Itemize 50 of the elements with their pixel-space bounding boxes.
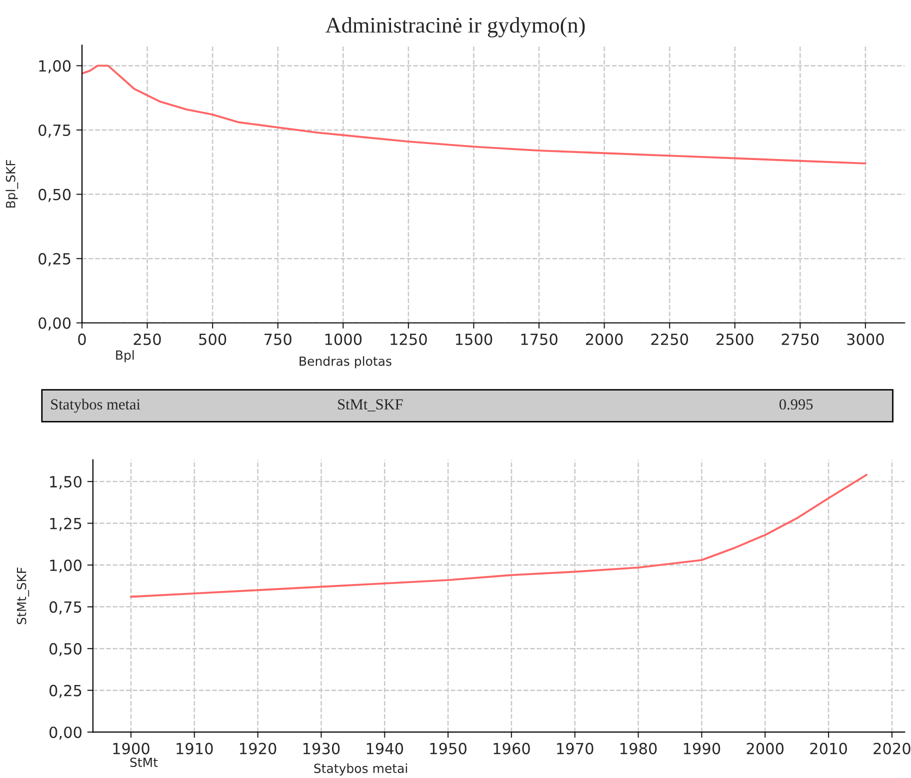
x-tick-label: 1960 [494, 742, 530, 754]
x-tick-label: 1980 [620, 742, 657, 754]
y-tick-label: 0,00 [38, 317, 71, 330]
y-tick-label: 0,75 [38, 124, 70, 138]
y-tick-label: 0,00 [49, 726, 82, 740]
x-tick-label: 1940 [366, 742, 404, 754]
x-tick-label: 1920 [240, 742, 276, 754]
y-tick-label: 1,50 [50, 476, 82, 490]
x-tick-label: 2500 [716, 334, 754, 346]
x-tick-label: 750 [264, 334, 292, 346]
x-tick-label: 2020 [874, 742, 910, 754]
y-axis-title: StMt_SKF [16, 568, 30, 624]
x-tick-label: 2250 [651, 334, 688, 346]
text: Statybos metai [51, 398, 140, 413]
x-tick-label: 1910 [176, 742, 213, 754]
x-tick-label: 1990 [684, 742, 720, 754]
text: Bpl [116, 350, 134, 362]
y-axis-title: Bpl_SKF [6, 160, 18, 208]
y-tick-label: 0,25 [49, 684, 82, 698]
x-tick-label: 1950 [430, 742, 466, 754]
x-tick-label: 250 [134, 334, 161, 346]
x-tick-label: 1750 [521, 334, 558, 346]
y-tick-label: 0,75 [49, 601, 82, 614]
x-tick-label: 2000 [586, 334, 623, 346]
y-tick-label: 1,00 [50, 560, 82, 573]
text: 0.995 [779, 399, 813, 410]
x-tick-label: 0 [78, 334, 86, 346]
x-tick-label: 1900 [113, 742, 150, 754]
x-tick-label: 3000 [847, 334, 884, 346]
x-tick-label: 2750 [782, 334, 819, 346]
x-axis-title: Statybos metai [314, 763, 407, 776]
text: StMt_SKF [338, 399, 403, 412]
x-tick-label: 1930 [303, 742, 340, 754]
y-tick-label: 1,25 [50, 518, 82, 531]
x-tick-label: 500 [199, 334, 226, 346]
x-tick-label: 2000 [746, 742, 784, 754]
x-tick-label: 1250 [390, 334, 427, 346]
y-tick-label: 0,50 [38, 188, 71, 202]
y-tick-label: 0,50 [49, 643, 82, 656]
x-tick-label: 1500 [456, 334, 492, 346]
x-tick-label: 1970 [557, 742, 594, 754]
line-series [130, 474, 868, 598]
chart-title: Administracinė ir gydymo(n) [326, 17, 585, 38]
x-tick-label: 1000 [325, 334, 362, 346]
y-tick-label: 0,25 [38, 253, 70, 266]
text: StMt [130, 758, 158, 768]
x-axis-title: Bendras plotas [300, 356, 392, 368]
y-tick-label: 1,00 [39, 60, 71, 74]
line-series [82, 64, 866, 164]
x-tick-label: 2010 [810, 742, 847, 754]
